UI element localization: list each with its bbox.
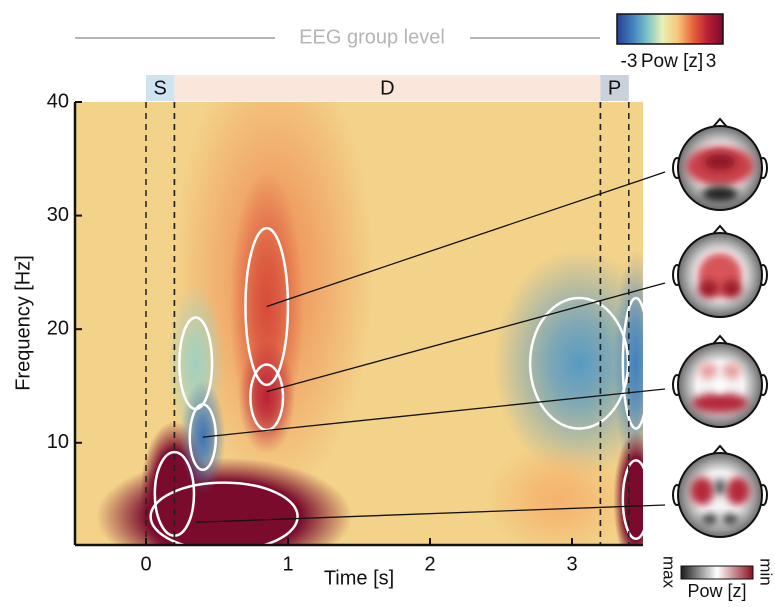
topoplot-link <box>202 388 666 438</box>
topoplot <box>672 334 768 428</box>
phase-label: D <box>380 77 394 99</box>
x-tick-label: 2 <box>424 553 435 575</box>
topoplot <box>672 224 768 318</box>
heat-blob <box>486 442 629 545</box>
overlay: S D P 0 1 2 3 10 20 30 40 <box>47 75 666 575</box>
topoplot <box>672 444 768 538</box>
phase-band <box>600 75 629 101</box>
x-tick-label: 1 <box>282 553 293 575</box>
x-tick-label: 0 <box>140 553 151 575</box>
phase-label: P <box>608 77 621 99</box>
x-tick-label: 3 <box>566 553 577 575</box>
topo-legend-bar <box>680 565 754 580</box>
y-tick-label: 10 <box>47 431 69 453</box>
y-axis-label: Frequency [Hz] <box>12 255 34 391</box>
topo-legend-label: Pow [z] <box>687 581 746 601</box>
x-axis-label: Time [s] <box>324 567 394 589</box>
colorbar-tick-label: -3 <box>621 51 638 72</box>
significance-contour <box>149 481 299 545</box>
topo-legend-min: min <box>757 558 775 585</box>
significance-contour <box>528 296 630 430</box>
y-tick-label: 30 <box>47 204 69 226</box>
significance-contour <box>244 226 290 387</box>
heat-blob <box>493 249 643 477</box>
phase-label: S <box>154 77 167 99</box>
phase-band <box>174 75 601 101</box>
topoplot <box>672 117 768 211</box>
chart-title: EEG group level <box>299 26 445 48</box>
phase-band <box>146 75 175 101</box>
topoplot-link <box>195 504 666 523</box>
y-tick-label: 20 <box>47 317 69 339</box>
topo-legend-max: max <box>660 556 679 589</box>
significance-contour <box>188 403 218 471</box>
heat-blob <box>96 457 352 545</box>
topoplot-link <box>266 171 666 308</box>
colorbar-tick-label: 3 <box>706 51 717 72</box>
topoplot-link <box>266 282 666 393</box>
y-tick-label: 40 <box>47 90 69 112</box>
heat-blob <box>180 380 226 494</box>
heat-blob <box>238 340 296 455</box>
colorbar <box>616 13 724 45</box>
heatmap <box>75 102 643 545</box>
significance-contour <box>621 459 643 540</box>
significance-contour <box>621 296 643 430</box>
colorbar-label: Pow [z] <box>641 51 703 72</box>
